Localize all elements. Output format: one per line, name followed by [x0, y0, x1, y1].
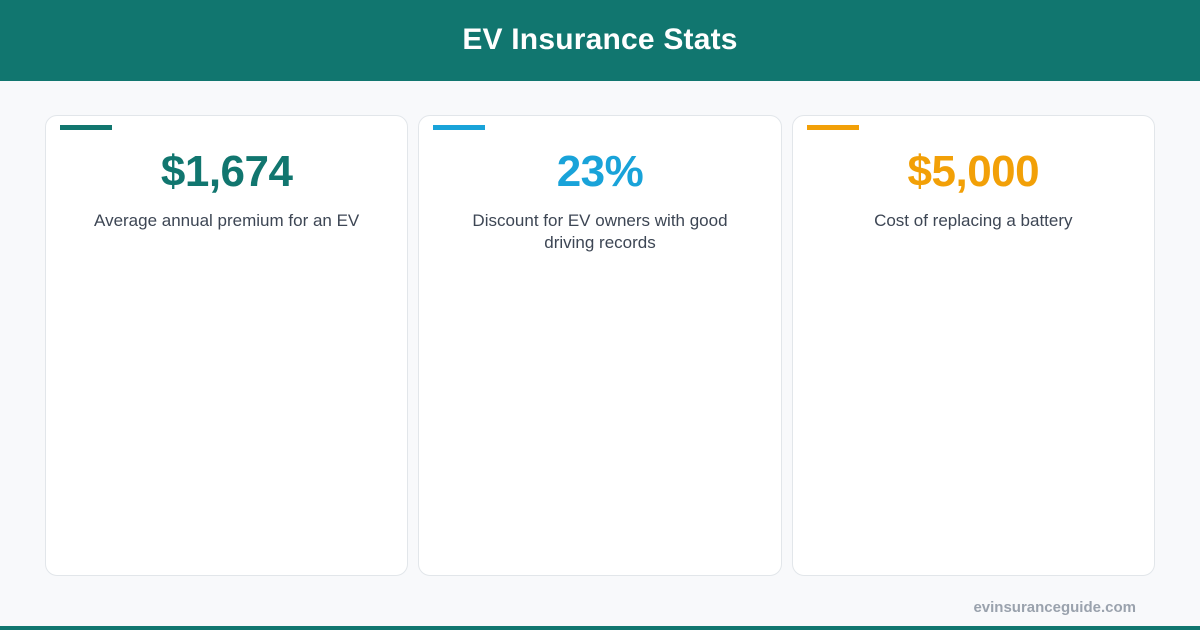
card-accent-bar — [806, 125, 859, 130]
stats-cards: $1,674 Average annual premium for an EV … — [45, 115, 1155, 576]
bottom-border — [0, 626, 1200, 630]
page-title: EV Insurance Stats — [462, 22, 738, 56]
stat-label: Average annual premium for an EV — [94, 211, 360, 230]
header-banner: EV Insurance Stats — [0, 0, 1200, 81]
stat-value: $5,000 — [907, 147, 1040, 196]
stat-card-battery: $5,000 Cost of replacing a battery — [791, 115, 1155, 576]
card-accent-bar — [433, 125, 486, 130]
stat-card-discount: 23% Discount for EV owners with good dri… — [418, 115, 782, 576]
stat-value: $1,674 — [160, 147, 293, 196]
card-accent-bar — [60, 125, 112, 130]
stat-value: 23% — [556, 147, 644, 196]
footer-website: evinsuranceguide.com — [973, 599, 1136, 616]
stat-label: Discount for EV owners with good driving… — [472, 211, 728, 252]
stat-label: Cost of replacing a battery — [874, 211, 1073, 230]
stat-card-premium: $1,674 Average annual premium for an EV — [45, 115, 409, 576]
